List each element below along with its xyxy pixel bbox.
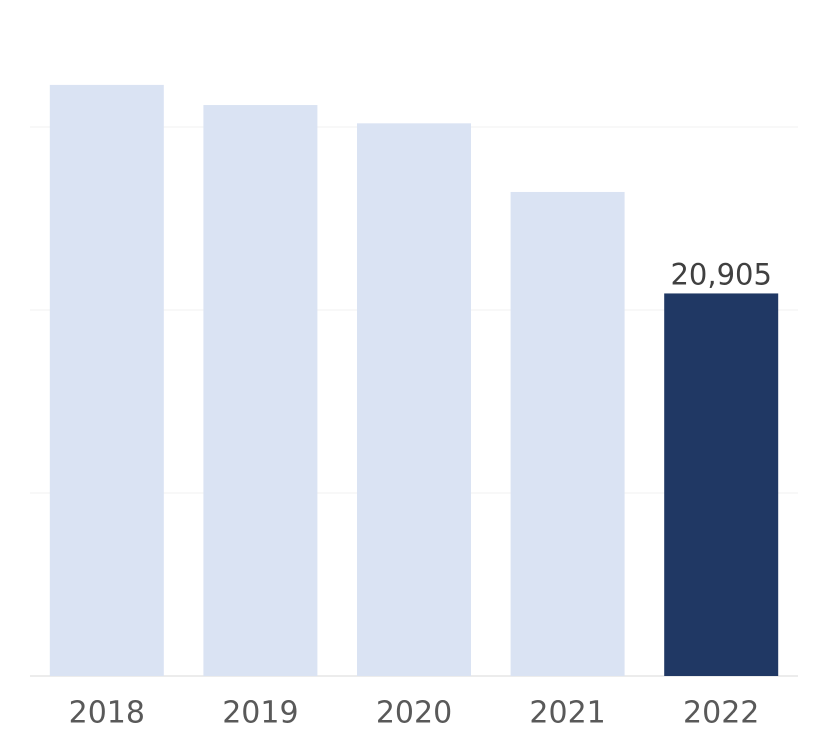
bar <box>510 191 625 676</box>
x-tick-label: 2019 <box>222 696 298 731</box>
bar <box>664 293 779 676</box>
bar <box>203 105 318 677</box>
value-label: 20,905 <box>670 257 771 291</box>
bar <box>357 123 471 677</box>
x-tick-label: 2021 <box>529 696 605 731</box>
x-tick-label: 2020 <box>376 696 452 731</box>
bar <box>49 84 164 676</box>
x-tick-label: 2022 <box>683 696 759 731</box>
x-tick-label: 2018 <box>69 696 145 731</box>
